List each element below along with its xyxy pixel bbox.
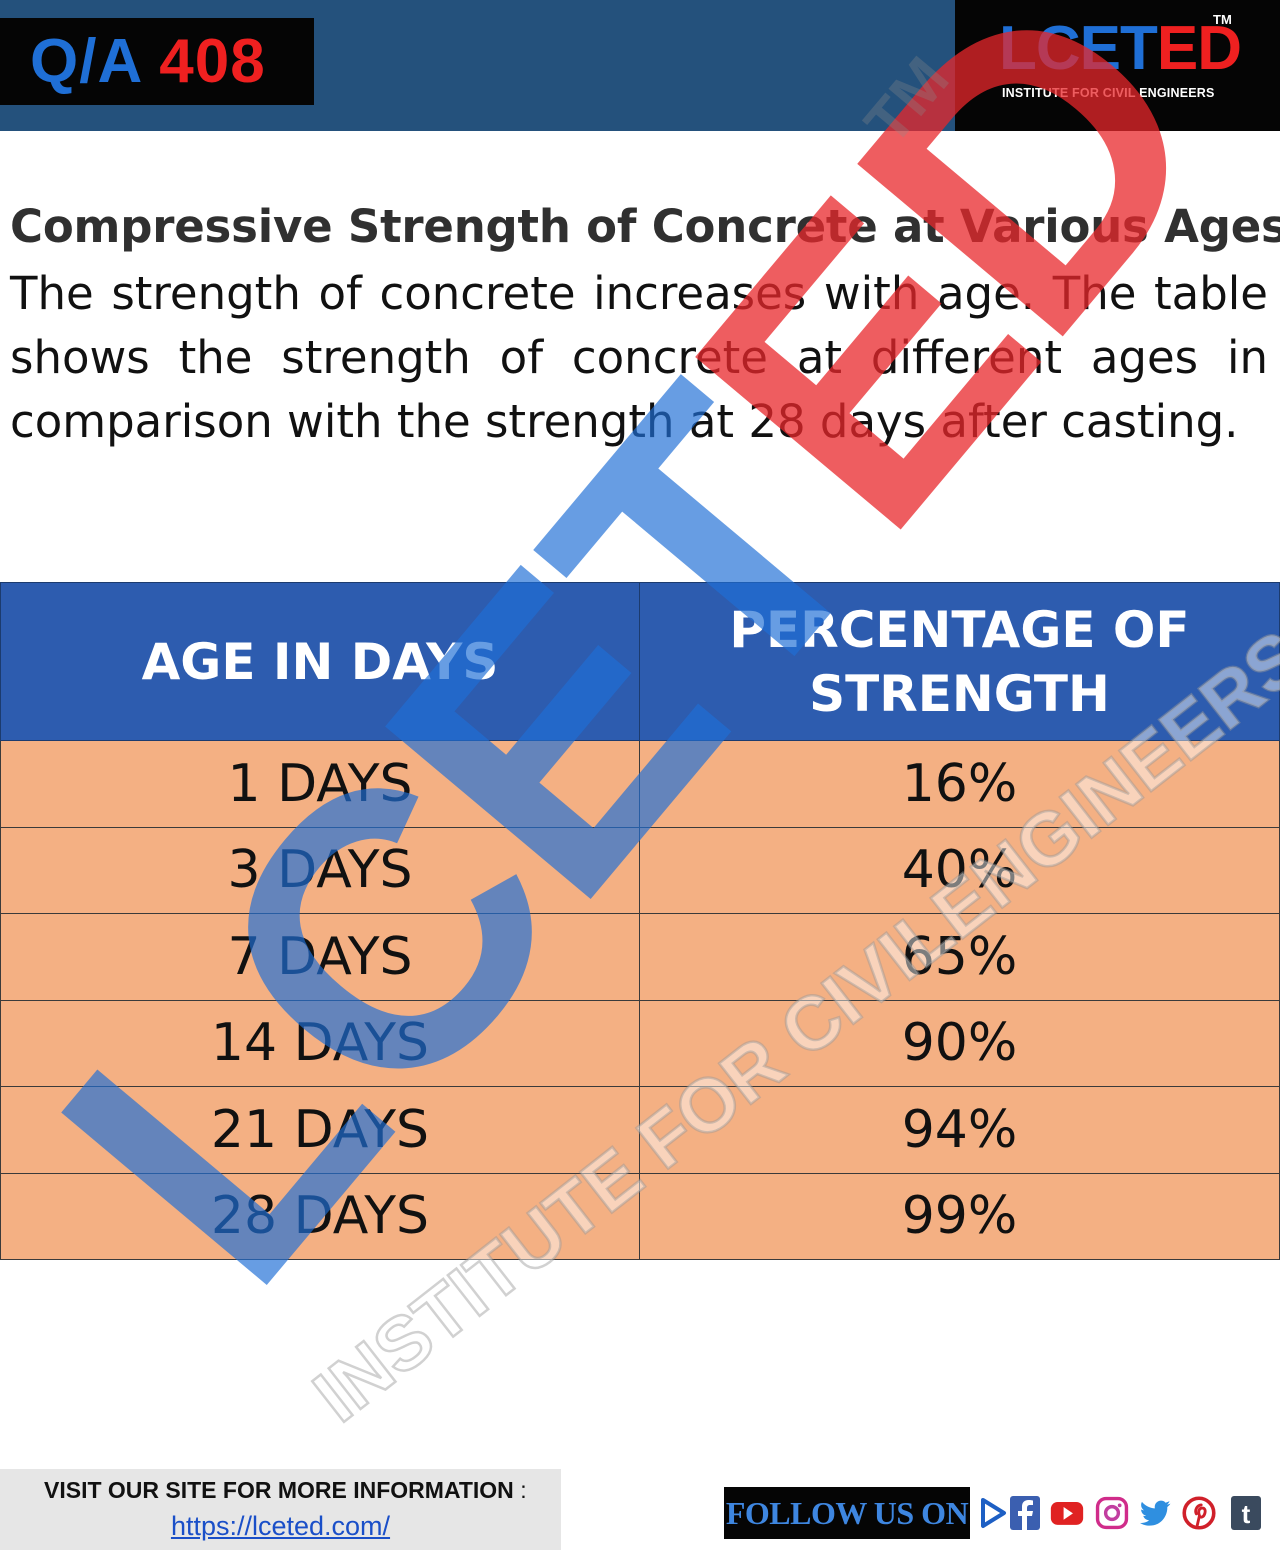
strength-cell: 90% — [639, 999, 1280, 1087]
instagram-icon[interactable] — [1095, 1492, 1129, 1534]
strength-cell: 99% — [639, 1172, 1280, 1260]
youtube-icon[interactable] — [1050, 1492, 1084, 1534]
logo-trademark: TM — [1213, 12, 1232, 27]
age-cell: 14 DAYS — [0, 999, 640, 1087]
age-cell: 28 DAYS — [0, 1172, 640, 1260]
strength-cell: 16% — [639, 740, 1280, 828]
qa-badge: Q/A 408 — [0, 18, 314, 105]
facebook-icon[interactable] — [1008, 1492, 1042, 1534]
column-header-age: AGE IN DAYS — [0, 582, 640, 741]
qa-prefix: Q/A — [30, 27, 144, 96]
strength-table: AGE IN DAYS PERCENTAGE OF STRENGTH 1 DAY… — [0, 582, 1280, 1260]
strength-cell: 94% — [639, 1086, 1280, 1174]
table-row: 1 DAYS 16% — [0, 740, 1280, 828]
tumblr-icon[interactable]: t — [1229, 1492, 1263, 1534]
page-title: Compressive Strength of Concrete at Vari… — [10, 200, 1280, 253]
strength-cell: 65% — [639, 913, 1280, 1001]
twitter-icon[interactable] — [1139, 1492, 1173, 1534]
svg-text:t: t — [1242, 1499, 1251, 1529]
brand-logo[interactable]: LCETED TM INSTITUTE FOR CIVIL ENGINEERS — [955, 0, 1280, 131]
arrow-icon — [976, 1492, 1010, 1534]
age-cell: 3 DAYS — [0, 826, 640, 914]
table-row: 7 DAYS 65% — [0, 913, 1280, 1001]
table-header-row: AGE IN DAYS PERCENTAGE OF STRENGTH — [0, 582, 1280, 741]
column-header-strength: PERCENTAGE OF STRENGTH — [639, 582, 1280, 741]
pinterest-icon[interactable] — [1182, 1492, 1216, 1534]
website-link[interactable]: https://lceted.com/ — [170, 1511, 391, 1541]
table-row: 21 DAYS 94% — [0, 1086, 1280, 1174]
table-row: 14 DAYS 90% — [0, 999, 1280, 1087]
age-cell: 7 DAYS — [0, 913, 640, 1001]
visit-site-box: VISIT OUR SITE FOR MORE INFORMATION : ht… — [0, 1469, 561, 1550]
table-row: 28 DAYS 99% — [0, 1172, 1280, 1260]
follow-us-label: FOLLOW US ON — [724, 1487, 970, 1539]
page-description: The strength of concrete increases with … — [10, 267, 1268, 448]
qa-number: 408 — [159, 27, 266, 96]
strength-cell: 40% — [639, 826, 1280, 914]
age-cell: 21 DAYS — [0, 1086, 640, 1174]
visit-label: VISIT OUR SITE FOR MORE INFORMATION : — [44, 1477, 527, 1503]
table-row: 3 DAYS 40% — [0, 826, 1280, 914]
logo-wordmark: LCETED — [999, 14, 1242, 83]
age-cell: 1 DAYS — [0, 740, 640, 828]
logo-subtitle: INSTITUTE FOR CIVIL ENGINEERS — [1002, 86, 1215, 100]
